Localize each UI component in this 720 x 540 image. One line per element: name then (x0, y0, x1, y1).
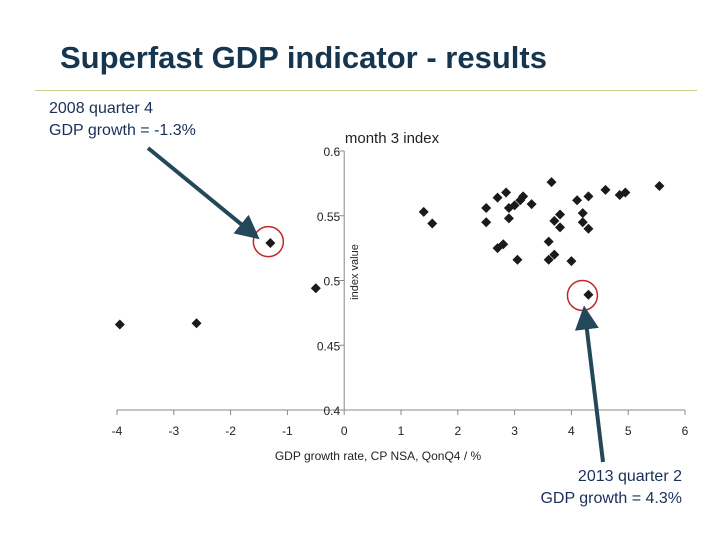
data-point (543, 236, 554, 247)
highlight-circle-2008 (252, 225, 285, 258)
data-point (503, 213, 514, 224)
x-tick-label: -4 (112, 424, 123, 438)
data-point (583, 191, 594, 202)
data-point (518, 191, 529, 202)
y-tick-label: 0.4 (324, 404, 341, 418)
x-tick-label: 6 (682, 424, 689, 438)
callout-2008-line1: 2008 quarter 4 (49, 100, 154, 117)
y-tick-label: 0.6 (324, 145, 341, 159)
data-point (265, 237, 276, 248)
x-axis-label: GDP growth rate, CP NSA, QonQ4 / % (275, 449, 482, 463)
data-point (191, 318, 202, 329)
data-point (549, 249, 560, 260)
x-tick-label: 5 (625, 424, 632, 438)
data-point (310, 283, 321, 294)
data-point (481, 217, 492, 228)
x-tick-label: 0 (341, 424, 348, 438)
data-point (549, 215, 560, 226)
data-point (501, 187, 512, 198)
slide-title: Superfast GDP indicator - results (60, 40, 547, 75)
arrow-2008 (146, 146, 260, 240)
x-tick-label: 1 (398, 424, 405, 438)
data-point (427, 218, 438, 229)
chart-points (114, 177, 665, 330)
data-point (572, 195, 583, 206)
x-tick-label: 3 (511, 424, 518, 438)
data-point (546, 177, 557, 188)
data-point (555, 222, 566, 233)
chart-ticks: -4 -3 -2 -1 0 1 2 3 4 5 6 0.6 0.55 0.5 0.45 0.4 (112, 145, 689, 438)
y-tick-label: 0.5 (324, 275, 341, 289)
chart-title: month 3 index (345, 130, 440, 147)
data-point (492, 192, 503, 203)
data-point (114, 319, 125, 330)
data-point (566, 256, 577, 267)
data-point (543, 254, 554, 265)
data-point (600, 184, 611, 195)
data-point (577, 217, 588, 228)
data-point (512, 254, 523, 265)
x-tick-label: 2 (454, 424, 461, 438)
y-tick-label: 0.55 (317, 210, 341, 224)
x-tick-label: -1 (282, 424, 293, 438)
x-tick-label: -2 (225, 424, 236, 438)
callout-2013-line1: 2013 quarter 2 (577, 468, 682, 485)
x-tick-label: 4 (568, 424, 575, 438)
callout-2008-line2: GDP growth = -1.3% (49, 122, 196, 139)
data-point (577, 208, 588, 219)
data-point (509, 200, 520, 211)
data-point (481, 202, 492, 213)
data-point (583, 223, 594, 234)
data-point (583, 289, 594, 300)
title-divider (35, 90, 697, 91)
callout-2008-q4: 2008 quarter 4 GDP growth = -1.3% (49, 98, 196, 142)
arrow-2013 (574, 305, 605, 463)
callout-2013-q2: 2013 quarter 2 GDP growth = 4.3% (540, 466, 682, 510)
highlight-circle-2013 (566, 279, 599, 312)
data-point (555, 209, 566, 220)
data-point (620, 187, 631, 198)
data-point (498, 239, 509, 250)
data-point (654, 180, 665, 191)
data-point (526, 199, 537, 210)
y-tick-label: 0.45 (317, 339, 341, 353)
data-point (418, 206, 429, 217)
y-axis-label: index value (349, 244, 361, 300)
callout-2013-line2: GDP growth = 4.3% (540, 490, 682, 507)
chart-annotations (146, 146, 605, 463)
x-tick-label: -3 (168, 424, 179, 438)
